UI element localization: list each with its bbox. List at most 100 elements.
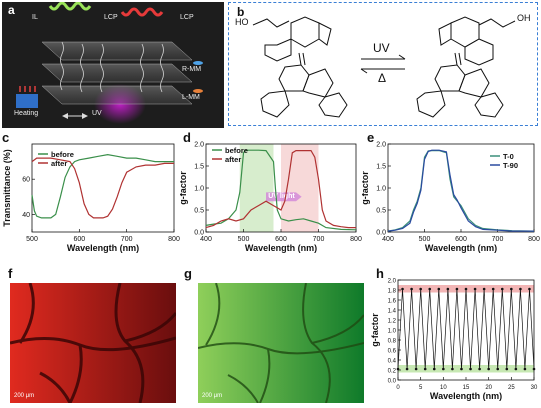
uv-light-arrow [266,192,302,202]
x-tick-label: 400 [382,236,394,243]
y-tick-label: 0.0 [376,230,386,237]
x-tick-label: 500 [26,236,38,243]
y-tick-label: 1.6 [388,299,397,305]
top-plane [41,41,193,61]
y-tick-label: 1.5 [376,164,386,171]
data-point [505,367,509,371]
data-point [528,287,531,291]
ho-group-label: HO [235,17,249,27]
x-tick-label: 600 [455,236,467,243]
series-line-T-0 [387,150,535,232]
arrow-head [82,113,88,119]
x-tick-label: 700 [313,236,325,243]
data-point [496,367,500,371]
series-line-0 [397,288,535,370]
legend-entry: T-0 [503,152,514,161]
data-point [519,287,522,291]
legend-entry: before [225,146,248,155]
y-tick-label: 0.2 [388,369,397,375]
x-tick-label: 700 [121,236,133,243]
bottom-plane [41,85,193,105]
panel-g-scale-bar: 200 μm [202,393,223,399]
x-axis-label: Wavelength (nm) [430,391,502,401]
data-point [442,367,445,371]
lcp-label-left: LCP [104,14,118,21]
x-tick-label: 700 [492,236,504,243]
data-point [414,367,418,371]
x-tick-label: 500 [419,236,431,243]
panel-f-letter: f [8,266,13,281]
data-point [460,367,463,371]
panel-a: a IL LCP LCP R-MM L-MM Heating UV [2,2,224,128]
x-tick-label: 500 [238,236,250,243]
panel-g-texture [198,283,364,403]
low-band [398,365,534,373]
y-tick-label: 1.2 [388,319,397,325]
x-tick-label: 30 [531,385,538,391]
y-tick-label: 0.6 [388,349,397,355]
series-line-after [31,157,174,219]
data-point [451,367,454,371]
before-band [239,144,274,232]
x-axis-label: Wavelength (nm) [245,243,317,253]
y-axis-label: g-factor [180,171,188,205]
lmm-dot [193,89,203,93]
x-tick-label: 25 [508,385,515,391]
panel-h-chart: 0 5 10 15 20 25 30 0.0 0.2 0.4 0.6 0.8 1.0 1.2 1.4 1.6 1… [370,279,538,402]
middle-plane [41,63,193,83]
y-tick-label: 0.0 [388,379,397,385]
y-tick-label: 1.8 [388,289,397,295]
plot-frame [31,143,175,233]
y-tick-label: 1.5 [194,164,204,171]
data-point [455,287,459,291]
y-tick-label: 1.0 [388,329,397,335]
series-line-before [31,153,174,219]
panel-c-letter: c [2,130,10,145]
panel-b-molecules [252,16,516,118]
legend-entry: after [225,155,241,164]
y-tick-label: 0.5 [376,208,386,215]
y-tick-label: 1.0 [194,186,204,193]
y-tick-label: 40 [22,212,30,219]
red-wave [120,7,164,17]
right-molecule [416,16,516,118]
data-point [464,287,468,291]
x-tick-label: 600 [73,236,85,243]
y-tick-label: 2.0 [388,279,397,285]
x-tick-label: 0 [396,385,400,391]
lcp-label-right: LCP [180,14,194,21]
x-axis-label: Wavelength (nm) [67,243,139,253]
y-tick-label: 60 [22,177,30,184]
panel-a-letter: a [8,3,15,17]
data-point [396,367,400,371]
panel-g-micrograph: 200 μm [198,283,364,403]
x-tick-label: 600 [275,236,287,243]
lmm-label: L-MM [182,94,200,101]
x-tick-label: 20 [485,385,492,391]
y-tick-label: 1.4 [388,309,397,315]
heater-block [16,94,38,108]
panel-e-chart: 400 500 600 700 800 0.0 0.5 1.0 1.5 2.0 Wavelength… [362,142,540,254]
data-point [523,367,527,371]
x-tick-label: 15 [463,385,470,391]
panel-f-micrograph: 200 μm [10,283,176,403]
series-line-before [205,149,357,231]
panel-c-chart: 500 600 700 800 40 60 Wavelength (nm) Transmitt… [2,143,180,253]
x-tick-label: 5 [419,385,423,391]
panel-a-illustration [2,2,224,128]
delta-arrow-label: Δ [378,71,387,85]
panel-f-scale-bar: 200 μm [14,393,35,399]
panel-d-letter: d [183,130,191,145]
data-point [432,367,436,371]
series-line-T-90 [387,149,534,232]
panel-f-texture [10,283,176,403]
panel-b-letter: b [237,5,245,19]
legend-entry: after [51,159,67,168]
panel-h-letter: h [376,266,384,281]
left-molecule [252,16,348,118]
heat-lines [19,86,36,92]
data-point [500,287,504,291]
legend-entry: T-90 [503,161,518,170]
data-point [419,287,422,291]
